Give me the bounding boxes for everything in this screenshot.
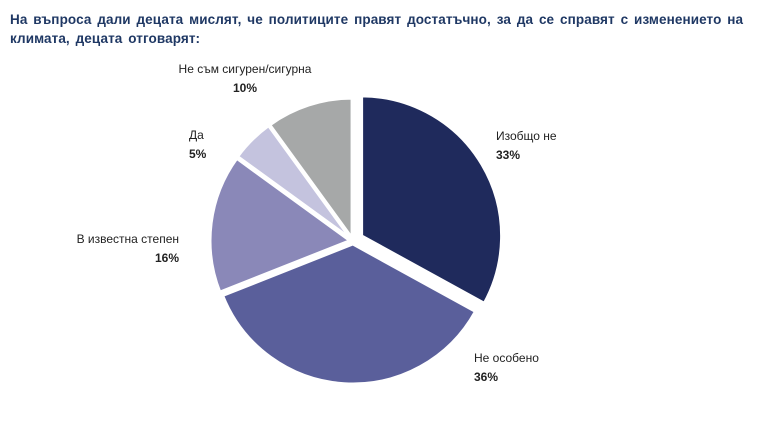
slice-label-ne-sam-siguren: Не съм сигурен/сигурна 10% bbox=[160, 60, 330, 98]
pie-slice-3 bbox=[208, 156, 352, 294]
chart-title: На въпроса дали децата мислят, че полити… bbox=[10, 12, 744, 46]
slice-name-ne-sam-siguren: Не съм сигурен/сигурна bbox=[178, 62, 312, 76]
slice-value-da: 5% bbox=[189, 147, 207, 161]
slice-name-da: Да bbox=[189, 128, 204, 142]
pie-slice-5 bbox=[268, 96, 354, 240]
slice-label-ne-osobeno: Не особено 36% bbox=[474, 349, 539, 387]
slice-value-ne-sam-siguren: 10% bbox=[232, 81, 258, 95]
slice-value-izobshto-ne: 33% bbox=[496, 148, 521, 162]
slice-name-ne-osobeno: Не особено bbox=[474, 351, 539, 365]
slice-name-izobshto-ne: Изобщо не bbox=[496, 129, 557, 143]
slice-label-izobshto-ne: Изобщо не 33% bbox=[496, 127, 557, 165]
slice-label-da: Да 5% bbox=[189, 126, 206, 164]
slice-value-v-izvestna-stepen: 16% bbox=[154, 251, 179, 265]
pie-slice-1 bbox=[360, 94, 504, 305]
slice-value-ne-osobeno: 36% bbox=[474, 370, 499, 384]
slice-label-v-izvestna-stepen: В известна степен 16% bbox=[77, 230, 179, 268]
pie-slice-2 bbox=[221, 242, 477, 386]
slice-name-v-izvestna-stepen: В известна степен bbox=[76, 232, 179, 246]
